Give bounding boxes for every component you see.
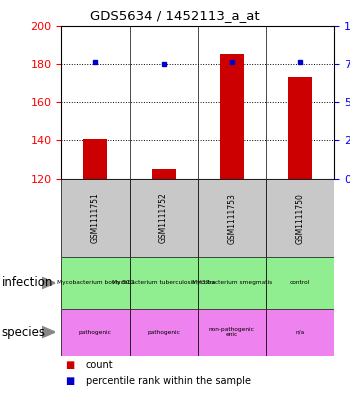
Bar [130, 179, 198, 257]
Polygon shape [42, 277, 55, 288]
Text: Mycobacterium bovis BCG: Mycobacterium bovis BCG [57, 281, 134, 285]
Text: control: control [290, 281, 310, 285]
Text: GSM1111753: GSM1111753 [228, 193, 236, 244]
Text: ■: ■ [65, 360, 74, 370]
Bar [198, 179, 266, 257]
Bar [266, 179, 334, 257]
Text: GSM1111750: GSM1111750 [296, 193, 304, 244]
Text: n/a: n/a [295, 330, 305, 334]
Bar [266, 257, 334, 309]
Polygon shape [42, 327, 55, 338]
Text: GSM1111751: GSM1111751 [91, 193, 100, 244]
Text: pathogenic: pathogenic [79, 330, 112, 334]
Text: non-pathogenic
enic: non-pathogenic enic [209, 327, 255, 338]
Bar [130, 309, 198, 356]
Bar [266, 309, 334, 356]
Bar [198, 257, 266, 309]
Text: species: species [2, 325, 46, 339]
Bar [61, 309, 130, 356]
Text: infection: infection [2, 276, 53, 290]
Bar [61, 179, 130, 257]
Text: count: count [86, 360, 113, 370]
Bar [61, 257, 130, 309]
Text: percentile rank within the sample: percentile rank within the sample [86, 376, 251, 386]
Bar [152, 169, 176, 179]
Text: GDS5634 / 1452113_a_at: GDS5634 / 1452113_a_at [90, 9, 260, 22]
Bar [198, 309, 266, 356]
Text: ■: ■ [65, 376, 74, 386]
Bar [130, 257, 198, 309]
Bar [220, 54, 244, 179]
Text: GSM1111752: GSM1111752 [159, 193, 168, 244]
Bar [288, 77, 312, 179]
Text: Mycobacterium smegmatis: Mycobacterium smegmatis [192, 281, 272, 285]
Bar [83, 139, 107, 179]
Text: Mycobacterium tuberculosis H37ra: Mycobacterium tuberculosis H37ra [112, 281, 215, 285]
Text: pathogenic: pathogenic [147, 330, 180, 334]
